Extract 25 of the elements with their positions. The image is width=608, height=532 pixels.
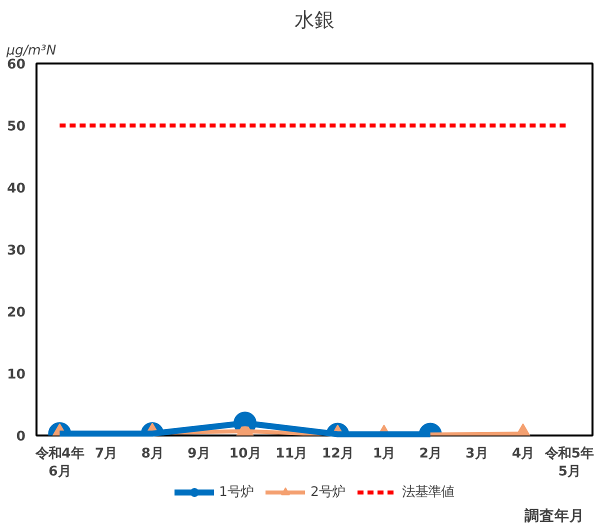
- x-tick-label: 1月: [372, 446, 396, 462]
- y-tick-label: 0: [16, 430, 26, 444]
- y-axis-title: μg/m³N: [6, 44, 56, 58]
- x-tick-label: 令和5年 5月: [544, 446, 594, 480]
- x-axis-title: 調査年月: [524, 506, 584, 524]
- x-tick-label: 2月: [419, 446, 442, 462]
- x-tick-label: 7月: [94, 446, 118, 462]
- y-tick-label: 40: [6, 182, 26, 196]
- y-tick-label: 50: [6, 120, 26, 134]
- y-tick-label: 10: [6, 368, 26, 382]
- legend-label: 法基準値: [402, 484, 454, 501]
- x-tick-label: 3月: [466, 446, 488, 462]
- x-tick-label: 11月: [276, 446, 308, 462]
- x-tick-label: 8月: [141, 446, 164, 462]
- y-tick-label: 20: [6, 306, 26, 320]
- y-tick-label: 30: [6, 244, 26, 258]
- y-tick-label: 60: [6, 58, 26, 72]
- x-tick-label: 10月: [229, 446, 261, 462]
- legend-label: 1号炉: [219, 484, 254, 501]
- x-tick-label: 4月: [512, 446, 534, 462]
- x-tick-label: 令和4年 6月: [34, 446, 84, 480]
- legend-label: 2号炉: [310, 484, 345, 501]
- x-tick-label: 12月: [322, 446, 354, 462]
- chart-title: 水銀: [294, 8, 334, 32]
- x-tick-label: 9月: [188, 446, 210, 462]
